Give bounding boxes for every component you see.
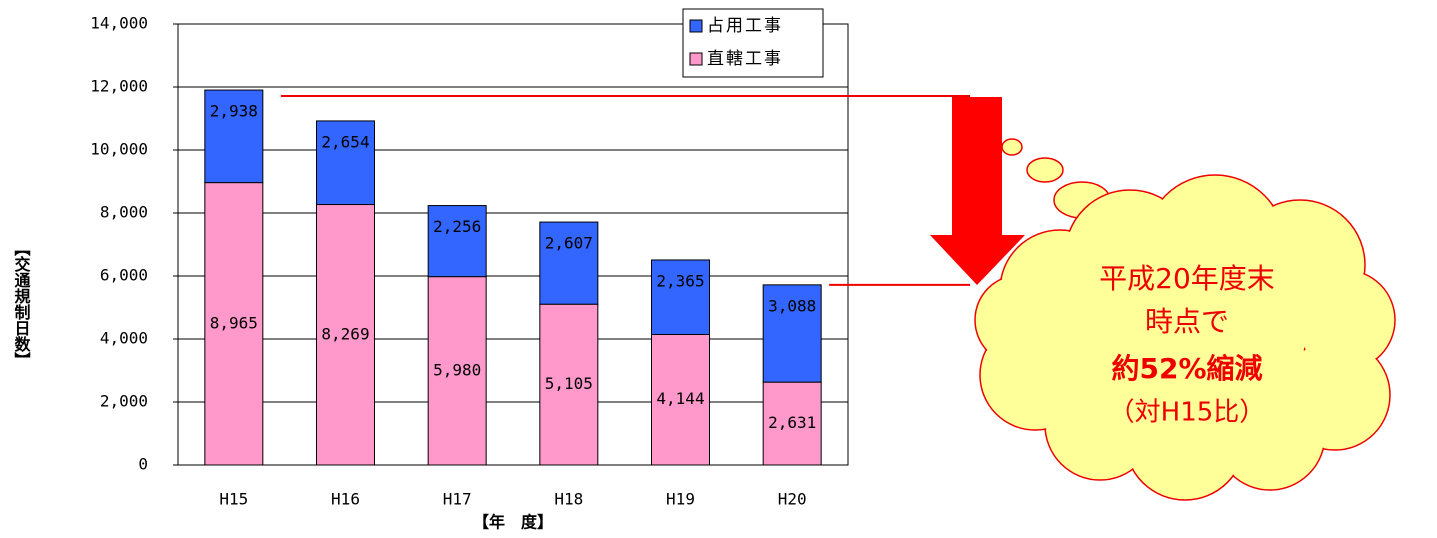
y-axis-label: 【交通規制日数】 <box>12 240 31 368</box>
callout-text: 時点で <box>1145 305 1229 338</box>
bar-segment <box>204 89 264 184</box>
callout-text: 平成20年度末 <box>1099 262 1275 295</box>
y-tick-label: 12,000 <box>90 77 148 96</box>
value-label: 2,631 <box>768 413 816 432</box>
bar-segment <box>762 381 822 466</box>
plot-area <box>177 23 849 466</box>
x-tick-label: H18 <box>554 490 583 509</box>
y-tick-label: 2,000 <box>100 392 148 411</box>
value-label: 4,144 <box>656 389 704 408</box>
bar-segment <box>427 276 487 466</box>
bar-segment <box>539 221 599 305</box>
callout-cloud <box>974 138 1396 501</box>
cloud-fill <box>1066 221 1304 459</box>
y-tick-label: 4,000 <box>100 329 148 348</box>
cloud-fill <box>976 276 1064 364</box>
thought-bubble <box>1001 138 1023 156</box>
bar-segment <box>316 120 375 206</box>
bar-segment <box>762 284 822 383</box>
legend-swatch <box>689 52 703 66</box>
y-tick-label: 0 <box>138 455 148 474</box>
bar-segment <box>316 204 375 466</box>
y-tick-label: 6,000 <box>100 266 148 285</box>
value-label: 8,965 <box>210 313 258 332</box>
x-tick-label: H20 <box>778 490 807 509</box>
callout-text: 約52%縮減 <box>1111 352 1262 385</box>
legend-swatch <box>689 19 703 33</box>
legend-label: 直轄工事 <box>707 49 783 69</box>
value-label: 3,088 <box>768 296 816 315</box>
value-label: 5,980 <box>433 360 481 379</box>
callout-text: （対H15比） <box>1109 398 1266 428</box>
value-label: 2,938 <box>210 102 258 121</box>
value-label: 2,365 <box>656 271 704 290</box>
value-label: 2,607 <box>545 234 593 253</box>
legend-box <box>682 8 824 78</box>
bar-segment <box>539 303 599 466</box>
x-tick-label: H15 <box>219 490 248 509</box>
y-tick-label: 8,000 <box>100 203 148 222</box>
value-label: 5,105 <box>545 374 593 393</box>
down-arrow <box>930 97 1025 285</box>
value-label: 8,269 <box>321 324 369 343</box>
legend-label: 占用工事 <box>707 16 783 36</box>
bar-segment <box>204 182 264 466</box>
bar-segment <box>651 259 710 335</box>
value-label: 2,256 <box>433 217 481 236</box>
x-tick-label: H19 <box>666 490 695 509</box>
y-tick-label: 10,000 <box>90 140 148 159</box>
x-tick-label: H17 <box>443 490 472 509</box>
bar-segment <box>427 205 487 278</box>
value-label: 2,654 <box>321 132 369 151</box>
y-tick-label: 14,000 <box>90 14 148 33</box>
x-tick-label: H16 <box>331 490 360 509</box>
x-axis-label: 【年 度】 <box>473 513 553 532</box>
thought-bubble <box>1026 157 1064 183</box>
